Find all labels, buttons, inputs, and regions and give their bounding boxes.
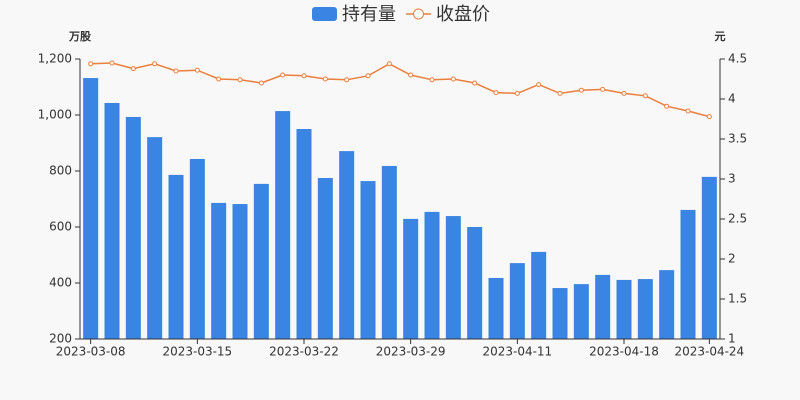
legend-swatch-point [413,8,424,20]
y2-tick-label: 2 [728,252,736,266]
bar [552,288,568,339]
y2-axis-label: 元 [715,30,726,43]
bar [381,165,397,339]
x-tick-label: 2023-04-24 [674,345,744,359]
price-point [621,90,627,96]
price-point [706,114,712,120]
bar [509,263,525,339]
bar [616,279,632,339]
bar [275,111,291,339]
bar [168,174,184,339]
y2-tick-label: 2.5 [728,212,747,226]
price-point [194,67,200,73]
bar [125,116,141,340]
bar [701,176,717,339]
bar [680,209,696,339]
bar [637,279,653,339]
price-point [557,90,563,96]
price-point [578,87,584,93]
bar [360,181,376,339]
bar [104,102,120,340]
bar [403,218,419,339]
price-point [344,77,350,83]
bar [467,227,483,339]
bar [211,202,227,339]
price-point [536,82,542,88]
bar [83,78,99,339]
price-point [450,76,456,82]
price-point [130,66,136,72]
price-point [216,76,222,82]
bar [531,251,547,339]
price-point [600,86,606,92]
price-point [493,90,499,96]
y2-tick-label: 3.5 [728,132,747,146]
y2-tick-label: 4 [728,92,736,106]
price-point [280,72,286,78]
legend-label: 收盘价 [436,4,490,25]
y-axis-label: 万股 [68,30,92,43]
bar [317,178,333,339]
price-point [152,61,158,67]
bar [445,216,461,339]
bar [659,270,675,339]
bar [147,137,163,339]
bar [189,158,205,339]
bar [296,129,312,339]
price-point [237,77,243,83]
legend-swatch [312,7,337,21]
price-point [642,93,648,99]
bar [232,204,248,339]
price-point [88,61,94,67]
price-point [301,73,307,79]
price-point [258,80,264,86]
y2-tick-label: 3 [728,172,736,186]
price-point [173,68,179,74]
y-tick-label: 1,000 [38,108,72,122]
price-point [429,77,435,83]
price-point [514,90,520,96]
x-tick-label: 2023-03-29 [376,345,446,359]
price-point [322,76,328,82]
y-tick-label: 1,200 [38,52,72,66]
price-point [408,72,414,78]
price-line [90,62,710,118]
bar [595,274,611,339]
x-tick-label: 2023-03-08 [56,345,126,359]
bar [253,183,269,339]
bar [573,284,589,339]
bar [488,277,504,339]
price-point [664,103,670,109]
bar [424,211,440,339]
y2-tick-label: 4.5 [728,52,747,66]
price-point [386,61,392,67]
y-tick-label: 800 [49,164,72,178]
y2-tick-label: 1 [728,332,736,346]
y-tick-label: 600 [49,220,72,234]
price-point [685,108,691,114]
x-tick-label: 2023-03-15 [162,345,232,359]
price-point [472,80,478,86]
y-tick-label: 400 [49,276,72,290]
y-tick-label: 200 [49,332,72,346]
legend-label: 持有量 [342,4,396,25]
y2-tick-label: 1.5 [728,292,747,306]
bar [339,151,355,339]
price-point [365,73,371,79]
x-tick-label: 2023-04-11 [482,345,552,359]
price-point [109,60,115,66]
x-tick-label: 2023-03-22 [269,345,339,359]
x-tick-label: 2023-04-18 [589,345,659,359]
